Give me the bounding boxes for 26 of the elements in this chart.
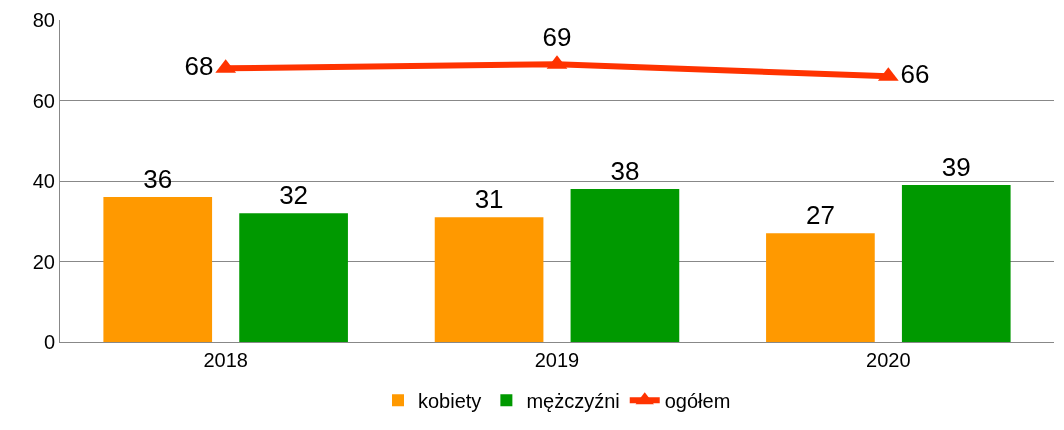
bar	[103, 197, 213, 342]
x-tick-label: 2019	[534, 349, 580, 371]
x-tick-label: 2020	[866, 349, 911, 371]
bar	[766, 233, 875, 342]
bar	[434, 217, 544, 342]
y-tick-label: 20	[32, 250, 55, 273]
x-tick-label: 2018	[203, 349, 248, 371]
y-tick-label: 60	[32, 89, 55, 112]
data-label: 32	[279, 180, 309, 211]
bar	[239, 213, 348, 342]
data-label: 36	[143, 164, 173, 195]
data-label: 31	[474, 184, 504, 215]
data-label: 68	[184, 50, 214, 81]
legend-label: ogółem	[664, 389, 731, 412]
data-label: 66	[900, 58, 930, 89]
y-tick-label: 80	[32, 9, 55, 31]
bar	[901, 185, 1011, 342]
data-label: 38	[610, 156, 640, 187]
bar	[570, 189, 680, 342]
legend-label: kobiety	[418, 389, 482, 412]
data-label: 39	[941, 152, 971, 183]
data-label: 69	[542, 21, 572, 52]
y-tick-label: 0	[43, 331, 55, 353]
legend-label: mężczyźni	[526, 389, 620, 412]
data-label: 27	[805, 200, 835, 231]
y-tick-label: 40	[32, 170, 55, 192]
